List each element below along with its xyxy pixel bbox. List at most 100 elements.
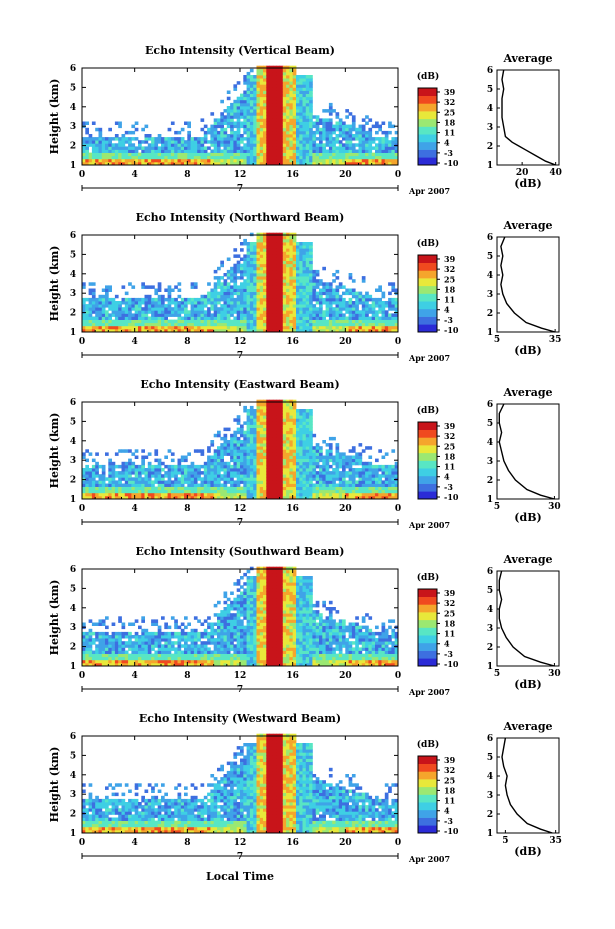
avg-y-tick-label: 4 <box>487 271 493 281</box>
heatmap-cell <box>345 458 349 463</box>
heatmap-cell <box>368 158 373 163</box>
heatmap-cell <box>358 130 363 135</box>
heatmap-cell <box>348 276 353 280</box>
heatmap-cell <box>375 158 379 163</box>
heatmap-cell <box>332 316 336 320</box>
heatmap-cell <box>276 155 280 160</box>
heatmap-cell <box>253 288 257 292</box>
heatmap-cell <box>269 273 274 277</box>
heatmap-cell <box>282 291 287 296</box>
avg-frame <box>496 236 560 333</box>
heatmap-cell <box>319 291 323 296</box>
heatmap-cell <box>312 282 317 286</box>
heatmap-cell <box>269 319 274 324</box>
heatmap-cell <box>296 155 300 160</box>
heatmap-cells <box>82 65 399 166</box>
heatmap-cell <box>210 483 215 487</box>
heatmap-cell <box>355 328 359 333</box>
heatmap-cell <box>276 127 280 132</box>
heatmap-cell <box>128 161 132 166</box>
heatmap-cell <box>236 471 241 475</box>
heatmap-cell <box>371 328 376 333</box>
heatmap-cell <box>144 319 149 324</box>
heatmap-cell <box>236 269 241 274</box>
heatmap-cell <box>299 288 303 292</box>
heatmap-cell <box>226 477 231 481</box>
heatmap-cell <box>286 260 290 265</box>
heatmap-cell <box>263 405 267 410</box>
heatmap-cell <box>276 322 280 327</box>
heatmap-cell <box>170 328 175 333</box>
heatmap-cell <box>108 297 112 302</box>
heatmap-cell <box>124 477 129 481</box>
heatmap-cell <box>282 412 287 416</box>
heatmap-cell <box>243 99 247 104</box>
heatmap-cell <box>342 492 346 497</box>
heatmap-cell <box>276 486 280 491</box>
heatmap-cell <box>190 486 195 491</box>
heatmap-cell <box>220 328 224 333</box>
heatmap-cell <box>253 75 257 79</box>
heatmap-cell <box>184 140 188 144</box>
heatmap-cell <box>223 328 228 333</box>
heatmap-cell <box>187 322 191 327</box>
heatmap-cell <box>246 452 251 456</box>
heatmap-cell <box>138 297 142 302</box>
heatmap-cell <box>309 443 313 447</box>
heatmap-cell <box>190 495 195 500</box>
heatmap-cell <box>315 489 320 494</box>
heatmap-cell <box>335 325 340 330</box>
heatmap-cell <box>342 152 346 157</box>
heatmap-cell <box>279 458 284 463</box>
heatmap-cell <box>272 238 277 243</box>
heatmap-cell <box>296 90 300 94</box>
heatmap-cell <box>230 322 234 327</box>
heatmap-cell <box>289 276 294 280</box>
heatmap-cell <box>302 495 307 500</box>
heatmap-cell <box>131 155 136 160</box>
heatmap-cell <box>325 124 330 129</box>
heatmap-cell <box>180 297 185 302</box>
heatmap-cell <box>322 325 326 330</box>
heatmap-cell <box>348 449 353 453</box>
heatmap-cell <box>289 427 294 432</box>
heatmap-cell <box>256 474 261 478</box>
heatmap-cell <box>299 260 303 265</box>
heatmap-cell <box>259 433 264 438</box>
heatmap-cell <box>217 310 221 314</box>
heatmap-cell <box>309 288 313 292</box>
x-tick-label: 0 <box>79 337 85 347</box>
heatmap-cell <box>230 291 234 296</box>
heatmap-cell <box>167 161 172 166</box>
heatmap-cell <box>292 149 297 153</box>
heatmap-cell <box>322 127 326 132</box>
heatmap-cell <box>240 257 244 261</box>
heatmap-cell <box>276 319 280 324</box>
heatmap-cell <box>272 301 277 305</box>
heatmap-cell <box>391 307 396 311</box>
heatmap-cell <box>114 152 119 157</box>
heatmap-cell <box>361 461 366 466</box>
y-axis-label: Height (km) <box>48 246 61 322</box>
heatmap-cell <box>82 486 86 491</box>
heatmap-cell <box>167 158 172 163</box>
heatmap-cell <box>256 127 261 132</box>
heatmap-cell <box>118 304 122 308</box>
heatmap-cell <box>338 127 343 132</box>
heatmap-cell <box>266 433 270 438</box>
heatmap-cell <box>266 118 270 122</box>
heatmap-cell <box>375 468 379 472</box>
heatmap-cell <box>388 291 392 296</box>
heatmap-cell <box>259 273 264 277</box>
heatmap-cell <box>272 288 277 292</box>
heatmap-cell <box>253 251 257 255</box>
heatmap-cell <box>249 269 254 274</box>
heatmap-cell <box>253 143 257 147</box>
heatmap-cell <box>289 130 294 135</box>
heatmap-cell <box>240 440 244 444</box>
heatmap-cell <box>358 486 363 491</box>
heatmap-cell <box>335 458 340 463</box>
heatmap-cell <box>345 304 349 308</box>
heatmap-cell <box>342 134 346 138</box>
